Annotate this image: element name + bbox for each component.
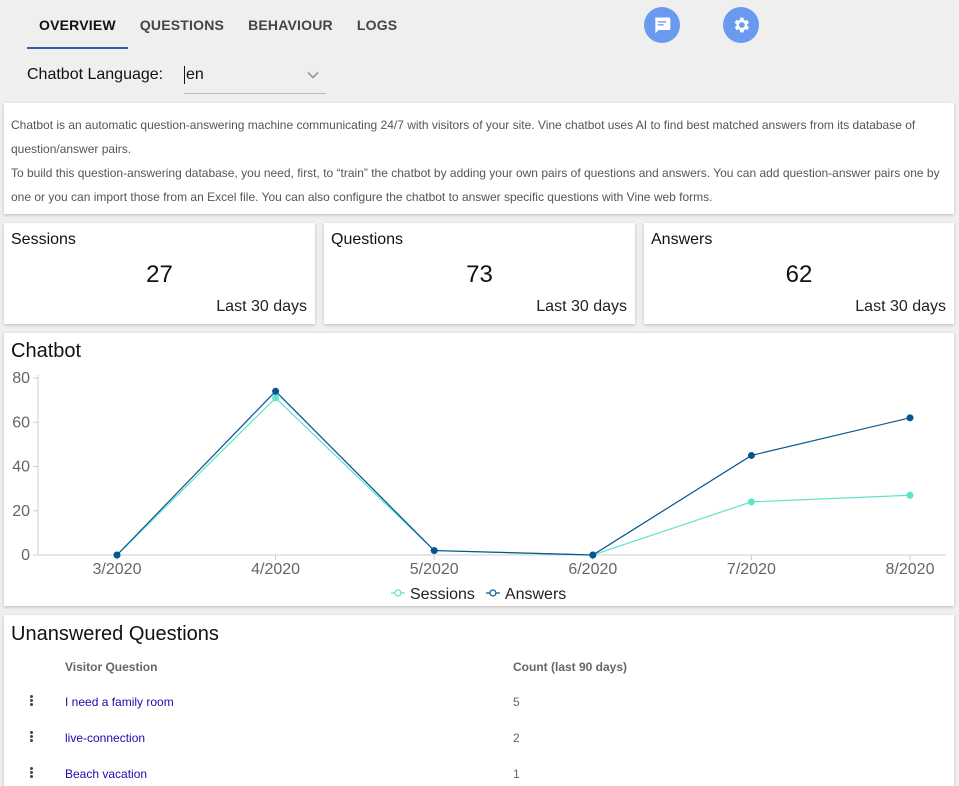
tab-behaviour[interactable]: BEHAVIOUR bbox=[248, 17, 333, 33]
settings-button[interactable] bbox=[723, 7, 759, 43]
x-tick-label: 3/2020 bbox=[93, 561, 142, 578]
intro-paragraph-2: To build this question-answering databas… bbox=[11, 166, 940, 204]
chat-icon bbox=[655, 17, 671, 34]
tab-questions[interactable]: QUESTIONS bbox=[139, 17, 225, 33]
x-tick-label: 6/2020 bbox=[568, 561, 617, 578]
column-header-question: Visitor Question bbox=[65, 660, 158, 674]
gear-icon bbox=[734, 17, 750, 33]
chatbot-language-label: Chatbot Language: bbox=[27, 66, 164, 83]
visitor-question-link[interactable]: live-connection bbox=[65, 731, 146, 745]
tab-bar: OVERVIEW QUESTIONS BEHAVIOUR LOGS bbox=[27, 0, 409, 49]
data-point-answers bbox=[906, 414, 914, 422]
tab-overview[interactable]: OVERVIEW bbox=[27, 0, 128, 49]
chatbot-language-select[interactable]: en bbox=[184, 60, 326, 94]
stat-value: 73 bbox=[466, 261, 493, 288]
intro-card: Chatbot is an automatic question-answeri… bbox=[4, 103, 954, 214]
y-tick-label: 40 bbox=[12, 459, 30, 476]
y-tick-label: 80 bbox=[12, 370, 30, 387]
question-count: 5 bbox=[513, 695, 520, 709]
series-line-answers bbox=[116, 390, 911, 556]
table-row: I need a family room 5 bbox=[4, 694, 954, 730]
stat-title: Sessions bbox=[11, 231, 76, 248]
stat-card-questions: Questions 73 Last 30 days bbox=[324, 223, 635, 324]
more-vert-icon[interactable] bbox=[24, 694, 38, 710]
question-count: 2 bbox=[513, 731, 520, 745]
legend-marker-sessions bbox=[394, 589, 402, 597]
visitor-question-link[interactable]: Beach vacation bbox=[65, 767, 148, 781]
data-point-sessions bbox=[747, 498, 755, 506]
unanswered-questions-card: Unanswered Questions Visitor Question Co… bbox=[4, 615, 954, 786]
data-point-answers bbox=[113, 551, 121, 559]
stat-card-sessions: Sessions 27 Last 30 days bbox=[4, 223, 315, 324]
tab-logs[interactable]: LOGS bbox=[356, 17, 398, 33]
stat-period: Last 30 days bbox=[855, 298, 946, 315]
stat-period: Last 30 days bbox=[216, 298, 307, 315]
chart-title: Chatbot bbox=[11, 340, 82, 362]
stat-card-answers: Answers 62 Last 30 days bbox=[644, 223, 954, 324]
series-line-sessions bbox=[116, 397, 911, 556]
legend-label-answers: Answers bbox=[505, 586, 566, 603]
x-tick-label: 7/2020 bbox=[727, 561, 776, 578]
unanswered-title: Unanswered Questions bbox=[11, 623, 219, 645]
chat-button[interactable] bbox=[644, 7, 680, 43]
y-tick-label: 0 bbox=[21, 547, 30, 564]
stat-period: Last 30 days bbox=[536, 298, 627, 315]
stat-title: Questions bbox=[331, 231, 404, 248]
question-count: 1 bbox=[513, 767, 520, 781]
intro-paragraph-1: Chatbot is an automatic question-answeri… bbox=[11, 118, 916, 156]
data-point-sessions bbox=[906, 491, 914, 499]
visitor-question-link[interactable]: I need a family room bbox=[65, 695, 174, 709]
x-tick-label: 8/2020 bbox=[886, 561, 935, 578]
stat-value: 62 bbox=[785, 261, 813, 288]
y-tick-label: 60 bbox=[12, 414, 30, 431]
table-row: Beach vacation 1 bbox=[4, 766, 954, 786]
legend-marker-answers bbox=[489, 589, 497, 597]
more-vert-icon[interactable] bbox=[24, 766, 38, 782]
more-vert-icon[interactable] bbox=[24, 730, 38, 746]
x-tick-label: 4/2020 bbox=[251, 561, 300, 578]
stat-value: 27 bbox=[146, 261, 173, 288]
column-header-count: Count (last 90 days) bbox=[513, 660, 628, 674]
data-point-answers bbox=[430, 547, 438, 555]
chevron-down-icon bbox=[307, 71, 319, 79]
table-row: live-connection 2 bbox=[4, 730, 954, 766]
chatbot-language-value: en bbox=[184, 66, 204, 84]
y-tick-label: 20 bbox=[12, 503, 30, 520]
data-point-answers bbox=[272, 387, 280, 395]
chatbot-line-chart: 0 20 40 60 80 3/2020 4/2020 5/2020 6/2020 7/2020 8… bbox=[12, 370, 946, 603]
data-point-sessions bbox=[272, 394, 280, 402]
stat-title: Answers bbox=[651, 231, 713, 248]
legend-label-sessions: Sessions bbox=[410, 586, 475, 603]
data-point-answers bbox=[589, 551, 597, 559]
chatbot-chart-card: Chatbot 0 20 40 60 80 3/2020 4/2020 5/2020 6/202… bbox=[4, 333, 954, 606]
data-point-answers bbox=[747, 451, 755, 459]
x-tick-label: 5/2020 bbox=[410, 561, 459, 578]
